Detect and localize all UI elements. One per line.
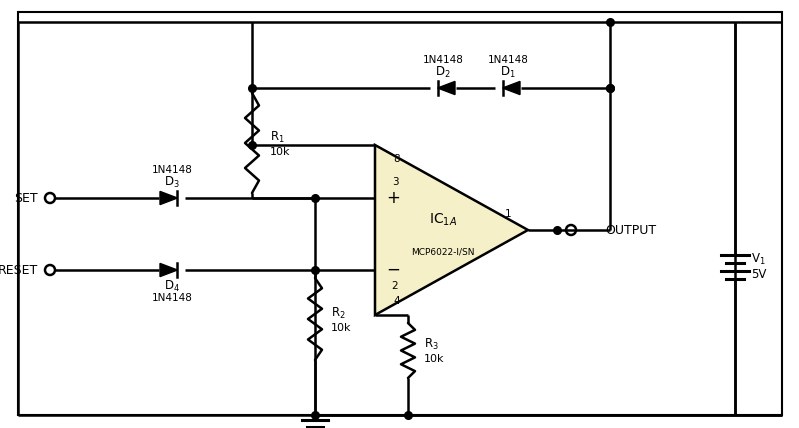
Text: R$_2$: R$_2$ <box>331 306 346 321</box>
Polygon shape <box>160 263 177 276</box>
Text: R$_3$: R$_3$ <box>424 337 439 352</box>
Text: R$_1$: R$_1$ <box>270 129 284 145</box>
Text: 4: 4 <box>394 296 400 306</box>
Text: D$_2$: D$_2$ <box>435 65 451 80</box>
Text: 1N4148: 1N4148 <box>423 55 463 65</box>
Text: RESET: RESET <box>0 264 38 276</box>
Polygon shape <box>438 81 455 95</box>
Text: 1N4148: 1N4148 <box>152 293 193 303</box>
Text: D$_4$: D$_4$ <box>164 279 180 294</box>
Polygon shape <box>160 191 177 205</box>
Text: 1N4148: 1N4148 <box>152 165 193 175</box>
Text: 5V: 5V <box>751 268 766 282</box>
Text: IC$_{1A}$: IC$_{1A}$ <box>429 212 457 228</box>
Text: 1N4148: 1N4148 <box>487 55 528 65</box>
Polygon shape <box>375 145 528 315</box>
Text: 10k: 10k <box>270 147 291 157</box>
Polygon shape <box>503 81 520 95</box>
Text: 3: 3 <box>392 177 399 187</box>
Text: D$_3$: D$_3$ <box>164 175 180 190</box>
Text: SET: SET <box>14 191 38 205</box>
Text: +: + <box>386 189 400 207</box>
Text: 1: 1 <box>505 209 511 219</box>
Text: 8: 8 <box>394 154 400 164</box>
Text: V$_1$: V$_1$ <box>751 252 765 267</box>
Text: −: − <box>386 261 400 279</box>
Text: D$_1$: D$_1$ <box>500 65 516 80</box>
Text: OUTPUT: OUTPUT <box>605 223 656 237</box>
Text: MCP6022-I/SN: MCP6022-I/SN <box>411 247 475 256</box>
Text: 2: 2 <box>392 281 399 291</box>
Text: 10k: 10k <box>331 323 352 333</box>
Text: 10k: 10k <box>424 354 444 365</box>
